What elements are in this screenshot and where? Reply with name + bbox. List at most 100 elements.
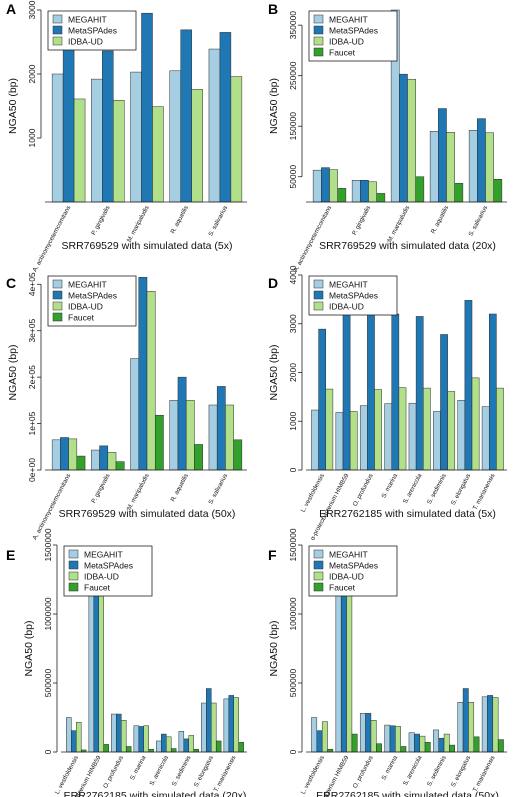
bar [365,713,372,753]
x-tick-label: S. arenicola [148,754,170,787]
legend-box [47,10,137,51]
bar [477,118,486,203]
bar [68,438,78,471]
y-tick-label: 0 [43,749,53,754]
bar [370,720,377,753]
y-tick-label: 150000 [288,112,298,141]
bar [408,402,417,471]
x-axis-title: SRR769529 with simulated data (5x) [61,240,232,252]
y-axis-label: NGA50 (bp) [7,344,19,400]
bar [493,179,503,203]
legend-label: IDBA-UD [329,302,364,312]
bar [342,312,351,471]
bar [492,697,499,753]
y-tick-label: 250000 [288,61,298,90]
legend-swatch [68,582,79,592]
y-tick-label: 1000 [27,128,37,147]
legend-label: IDBA-UD [68,302,103,312]
bar [71,730,77,753]
bar [471,377,480,471]
bar [496,387,504,471]
bar [166,736,172,753]
legend-swatch [313,279,324,289]
bar [152,106,164,203]
x-tick-label: T. marianensis [213,755,238,794]
bar [130,358,140,471]
bar [225,404,234,471]
bar [462,688,469,753]
y-tick-label: 500000 [43,669,53,698]
legend-label: MetaSPAdes [68,291,117,301]
bar [146,291,156,471]
legend-label: MetaSPAdes [68,26,117,36]
bar [138,277,148,471]
x-axis-title: ERR2762185 with simulated data (50x) [316,790,499,797]
bar [133,725,140,753]
y-tick-label: 1000000 [288,597,298,630]
bar [485,132,494,203]
legend-swatch [313,301,324,311]
bar [374,389,382,471]
legend-box [308,275,398,316]
bar [311,409,319,471]
bar [384,403,392,471]
legend-box [47,275,137,327]
legend-label: Faucet [68,313,95,323]
y-tick-label: 4e+05 [27,272,37,296]
y-axis-label: NGA50 (bp) [7,78,19,134]
bar [419,735,426,753]
x-tick-label: T. marianensis [472,473,497,512]
legend-label: MEGAHIT [68,15,107,25]
bar [468,702,475,753]
bar [488,313,497,471]
bar [443,733,450,753]
x-tick-label: R. aquatilis [169,205,190,235]
bar [121,720,127,753]
x-tick-label: S. sediminis [426,473,448,506]
legend-label: MetaSPAdes [329,291,378,301]
bar [321,167,330,203]
bar [316,730,323,753]
legend-swatch [52,25,63,35]
panel-letter: A [6,1,16,17]
bar [395,726,401,753]
x-tick-label: S. arenicola [402,472,424,505]
panel-A: A 1000 2000 3000 NGA50 (bp) A. actinomycetemc… [6,0,247,273]
bar [91,449,100,471]
bar [138,726,145,753]
bar [148,748,154,753]
legend-label: Faucet [84,583,111,593]
bar [349,411,358,471]
y-tick-label: 2000 [27,64,37,83]
bar [407,78,416,203]
bar [116,713,122,753]
legend-label: MEGAHIT [84,550,123,560]
y-tick-label: 1500000 [288,528,298,561]
y-tick-label: 1000 [288,412,298,431]
bar [115,461,125,471]
bar [414,733,420,753]
bar [102,50,114,203]
legend-label: MEGAHIT [68,280,107,290]
y-axis-label: NGA50 (bp) [268,344,280,400]
bar [103,744,109,753]
bar [424,742,431,753]
legend-swatch [313,14,324,24]
bar [219,32,232,203]
legend-swatch [313,36,324,46]
bar [408,732,415,753]
bar [367,307,375,471]
bar [473,736,480,753]
x-tick-label: S. salivarius [207,473,229,506]
x-tick-label: S. salivarius [467,205,489,238]
bar [376,193,386,203]
bar [161,733,167,753]
y-tick-label: 3000 [288,314,298,333]
bar [325,388,334,471]
x-tick-label: S. arenicola [402,754,424,787]
y-tick-label: 2e+05 [27,365,37,389]
bar [368,181,377,203]
y-tick-label: 500000 [288,669,298,698]
